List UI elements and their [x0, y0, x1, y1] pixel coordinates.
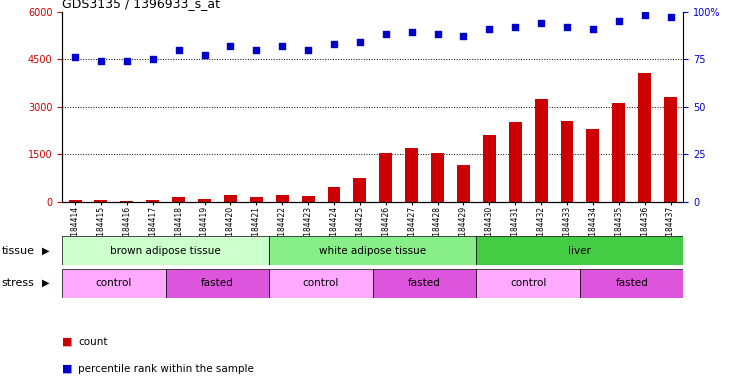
Bar [224, 195, 237, 202]
Bar [276, 195, 289, 202]
Text: tissue: tissue [1, 245, 34, 256]
Point [69, 54, 81, 60]
Bar [269, 236, 477, 265]
Bar [561, 121, 573, 202]
Bar [269, 269, 373, 298]
Text: control: control [510, 278, 546, 288]
Bar [62, 236, 269, 265]
Text: ■: ■ [62, 337, 72, 347]
Bar [664, 97, 677, 202]
Point [199, 52, 211, 58]
Point [406, 29, 417, 35]
Bar [146, 200, 159, 202]
Bar [373, 269, 477, 298]
Text: fasted: fasted [616, 278, 648, 288]
Text: brown adipose tissue: brown adipose tissue [110, 245, 221, 256]
Point [587, 26, 599, 32]
Text: ▶: ▶ [42, 245, 49, 256]
Bar [586, 129, 599, 202]
Text: liver: liver [569, 245, 591, 256]
Bar [405, 148, 418, 202]
Text: fasted: fasted [201, 278, 234, 288]
Point [535, 20, 547, 26]
Point [173, 46, 184, 53]
Text: control: control [303, 278, 339, 288]
Point [95, 58, 107, 64]
Bar [69, 200, 82, 202]
Text: ■: ■ [62, 364, 72, 374]
Point [302, 46, 314, 53]
Text: fasted: fasted [408, 278, 441, 288]
Bar [302, 196, 314, 202]
Text: white adipose tissue: white adipose tissue [319, 245, 426, 256]
Point [510, 24, 521, 30]
Bar [431, 154, 444, 202]
Point [613, 18, 624, 24]
Point [147, 56, 159, 62]
Point [432, 31, 444, 37]
Bar [62, 269, 166, 298]
Text: ▶: ▶ [42, 278, 49, 288]
Text: percentile rank within the sample: percentile rank within the sample [78, 364, 254, 374]
Bar [477, 269, 580, 298]
Point [664, 14, 676, 20]
Bar [250, 197, 262, 202]
Point [561, 24, 573, 30]
Bar [534, 99, 548, 202]
Bar [327, 187, 341, 202]
Point [354, 39, 366, 45]
Text: control: control [96, 278, 132, 288]
Point [224, 43, 236, 49]
Point [121, 58, 133, 64]
Bar [638, 73, 651, 202]
Bar [477, 236, 683, 265]
Point [251, 46, 262, 53]
Text: GDS3135 / 1396933_s_at: GDS3135 / 1396933_s_at [62, 0, 220, 10]
Bar [457, 164, 470, 202]
Point [458, 33, 469, 39]
Point [483, 26, 495, 32]
Text: count: count [78, 337, 107, 347]
Bar [198, 199, 211, 202]
Bar [166, 269, 269, 298]
Bar [94, 200, 107, 202]
Bar [379, 154, 393, 202]
Bar [121, 201, 133, 202]
Text: stress: stress [1, 278, 34, 288]
Point [380, 31, 392, 37]
Bar [509, 122, 522, 202]
Bar [173, 197, 185, 202]
Bar [353, 178, 366, 202]
Point [328, 41, 340, 47]
Bar [613, 103, 625, 202]
Bar [483, 135, 496, 202]
Point [276, 43, 288, 49]
Point [639, 12, 651, 18]
Bar [580, 269, 683, 298]
